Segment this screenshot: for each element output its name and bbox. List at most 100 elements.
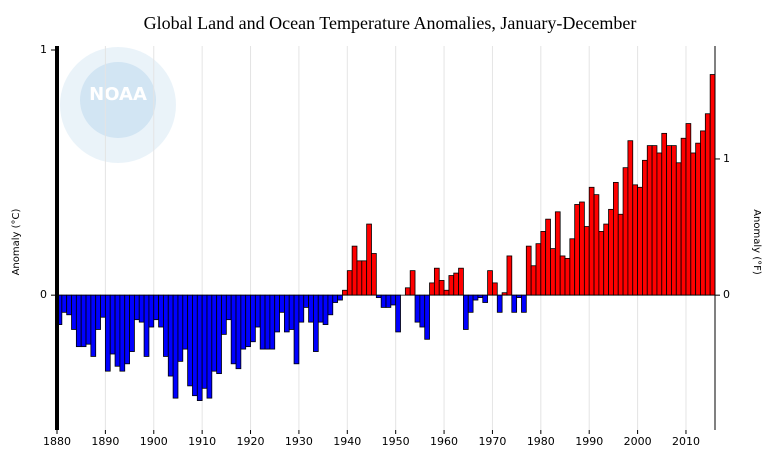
- bar: [569, 238, 576, 296]
- bar: [100, 294, 106, 318]
- bar: [550, 248, 556, 296]
- bar: [366, 223, 372, 296]
- bar: [303, 294, 309, 308]
- bar: [337, 294, 343, 301]
- bar: [172, 294, 179, 399]
- bar: [395, 294, 401, 333]
- bar: [438, 280, 445, 296]
- bar: [525, 245, 532, 296]
- bar: [317, 294, 324, 323]
- bar: [196, 294, 203, 401]
- bar: [225, 294, 232, 321]
- x-tick-label: 1980: [527, 435, 555, 448]
- bar: [487, 270, 493, 296]
- bar: [671, 145, 677, 296]
- bar: [419, 294, 426, 328]
- bar: [356, 260, 363, 296]
- x-tick-label: 1940: [333, 435, 361, 448]
- bar: [66, 294, 72, 316]
- bar: [182, 294, 189, 350]
- bar: [230, 294, 237, 365]
- bar: [506, 255, 513, 296]
- bar: [583, 226, 590, 296]
- bar: [554, 211, 561, 296]
- bar: [627, 140, 634, 296]
- bar: [675, 162, 682, 296]
- bar: [685, 123, 692, 296]
- bar: [235, 294, 242, 370]
- bar: [545, 218, 551, 296]
- x-tick-label: 1960: [430, 435, 458, 448]
- bar: [332, 294, 339, 303]
- chart-title: Global Land and Ocean Temperature Anomal…: [144, 13, 637, 33]
- bar: [443, 289, 450, 296]
- bar: [327, 294, 334, 316]
- bar: [574, 204, 580, 296]
- bar: [245, 294, 251, 348]
- bar: [608, 208, 614, 296]
- bar: [535, 243, 542, 296]
- bar: [143, 294, 150, 357]
- bar: [95, 294, 101, 330]
- y-axis-title: Anomaly (°C): [11, 208, 22, 275]
- bar: [124, 294, 130, 365]
- bar: [385, 294, 392, 308]
- bar: [361, 260, 368, 296]
- bar: [129, 294, 135, 352]
- y2-axis-title: Anomaly (°F): [751, 209, 762, 275]
- bar: [104, 294, 111, 372]
- x-tick-label: 1880: [43, 435, 71, 448]
- bar: [603, 223, 609, 296]
- bar: [632, 184, 638, 296]
- bar: [148, 294, 155, 328]
- x-tick-label: 1890: [91, 435, 119, 448]
- bar: [322, 294, 329, 325]
- bar: [308, 294, 314, 323]
- bar: [690, 152, 697, 296]
- bar: [700, 130, 706, 296]
- bar: [153, 294, 160, 321]
- bar: [240, 294, 247, 350]
- bar: [298, 294, 305, 323]
- bar: [163, 294, 169, 357]
- bar: [114, 294, 121, 367]
- bar: [288, 294, 295, 330]
- bar: [85, 294, 92, 345]
- bar: [221, 294, 227, 335]
- bar: [593, 194, 600, 296]
- bar: [642, 159, 648, 296]
- bar: [695, 142, 701, 296]
- bar: [259, 294, 266, 350]
- y2-tick-label: 1: [723, 152, 730, 165]
- bar: [579, 201, 585, 296]
- bar: [540, 231, 547, 296]
- x-tick-label: 1910: [188, 435, 216, 448]
- bar: [90, 294, 97, 357]
- bar: [158, 294, 164, 328]
- bar: [250, 294, 256, 343]
- bar: [201, 294, 208, 389]
- bar: [293, 294, 300, 365]
- watermark-text: NOAA: [89, 84, 147, 105]
- bar: [279, 294, 285, 313]
- bar: [453, 272, 459, 296]
- y-tick-label: 0: [40, 288, 47, 301]
- bar: [661, 132, 668, 296]
- bar: [429, 282, 435, 296]
- bar: [559, 255, 566, 296]
- bar: [414, 294, 421, 323]
- bar: [511, 294, 518, 313]
- bar: [463, 294, 469, 330]
- x-tick-label: 1990: [575, 435, 603, 448]
- bar: [134, 294, 140, 321]
- bar: [472, 294, 479, 301]
- bar: [351, 245, 358, 296]
- watermark-seal: [60, 47, 176, 163]
- bar: [704, 113, 711, 296]
- bar: [521, 294, 527, 313]
- x-tick-label: 2010: [672, 435, 700, 448]
- bar: [313, 294, 319, 352]
- bar: [390, 294, 397, 306]
- bar: [496, 294, 503, 313]
